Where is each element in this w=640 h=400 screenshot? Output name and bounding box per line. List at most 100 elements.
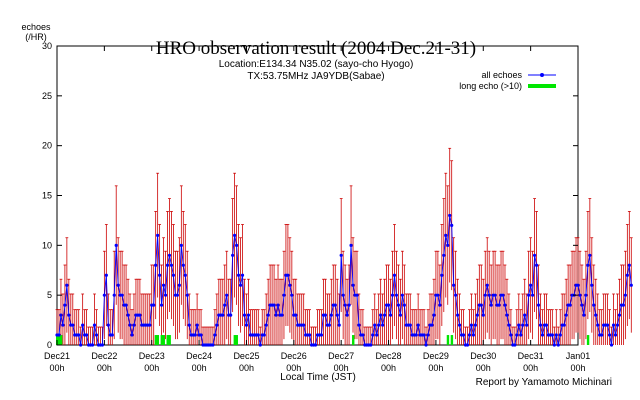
all-echoes-point	[290, 293, 294, 297]
all-echoes-point	[592, 303, 596, 307]
x-tick-label-date: Dec29	[423, 351, 449, 361]
all-echoes-point	[280, 313, 284, 317]
all-echoes-point	[313, 343, 318, 347]
all-echoes-point	[609, 343, 614, 347]
all-echoes-point	[416, 323, 420, 327]
all-echoes-point	[63, 303, 67, 307]
all-echoes-point	[225, 293, 229, 297]
all-echoes-point	[258, 343, 262, 347]
all-echoes-point	[85, 333, 89, 337]
x-tick-label-date: Dec26	[281, 351, 307, 361]
all-echoes-point	[615, 323, 620, 327]
all-echoes-point	[195, 323, 199, 327]
all-echoes-point	[333, 303, 337, 307]
all-echoes-point	[266, 313, 270, 317]
chart-title: HRO observation result (2004 Dec.21-31)	[156, 38, 476, 59]
all-echoes-point	[515, 333, 519, 337]
all-echoes-point	[130, 333, 134, 337]
all-echoes-point	[288, 283, 292, 287]
all-echoes-point	[152, 303, 156, 307]
long-echo-bar	[586, 335, 590, 345]
all-echoes-point	[339, 253, 343, 257]
legend-label-all-echoes: all echoes	[481, 70, 522, 80]
all-echoes-point	[179, 243, 183, 247]
x-tick-label-date: Dec23	[139, 351, 165, 361]
all-echoes-point	[513, 343, 517, 347]
all-echoes-point	[531, 293, 535, 297]
long-echo-bar	[450, 335, 454, 345]
all-echoes-point	[479, 303, 483, 307]
all-echoes-point	[594, 313, 598, 317]
all-echoes-point	[59, 313, 63, 317]
all-echoes-point	[493, 293, 497, 297]
long-echo-bar	[166, 335, 169, 345]
all-echoes-point	[236, 273, 241, 277]
x-tick-label-date: Dec31	[518, 351, 544, 361]
all-echoes-point	[481, 313, 485, 317]
all-echoes-point	[71, 323, 75, 327]
all-echoes-point	[94, 333, 99, 337]
y-tick-label: 30	[42, 41, 52, 51]
error-bar-layer	[55, 147, 633, 345]
all-echoes-point	[386, 303, 391, 307]
all-echoes-point	[381, 323, 385, 327]
all-echoes-point	[625, 273, 629, 277]
all-echoes-point	[65, 283, 69, 287]
long-echo-layer	[56, 335, 590, 345]
all-echoes-point	[221, 313, 225, 317]
all-echoes-point	[335, 313, 339, 317]
y-tick-label: 5	[47, 290, 52, 300]
all-echoes-point	[578, 293, 582, 297]
all-echoes-point	[106, 323, 110, 327]
all-echoes-point	[302, 323, 306, 327]
all-echoes-point	[163, 293, 168, 297]
all-echoes-point	[231, 253, 235, 257]
all-echoes-point	[371, 333, 375, 337]
x-tick-label-date: Dec21	[44, 351, 70, 361]
all-echoes-point	[400, 293, 404, 297]
all-echoes-point	[345, 313, 349, 317]
all-echoes-point	[402, 303, 406, 307]
all-echoes-point	[613, 333, 618, 337]
x-tick-label-date: Jan01	[566, 351, 591, 361]
all-echoes-point	[485, 283, 489, 287]
chart-subtitle-transmitter: TX:53.75MHz JA9YDB(Sabae)	[247, 71, 384, 82]
all-echoes-point	[240, 273, 245, 277]
all-echoes-point	[489, 303, 493, 307]
all-echoes-point	[373, 323, 377, 327]
all-echoes-point	[128, 323, 132, 327]
all-echoes-point	[154, 263, 158, 267]
long-echo-bar	[168, 335, 171, 345]
all-echoes-point	[600, 333, 604, 337]
y-tick-label: 10	[42, 240, 52, 250]
all-echoes-point	[617, 313, 622, 317]
all-echoes-point	[392, 273, 397, 277]
long-echo-bar	[156, 335, 160, 345]
all-echoes-point	[199, 333, 203, 337]
all-echoes-point	[582, 313, 586, 317]
all-echoes-point	[120, 293, 124, 297]
long-echo-bar	[233, 335, 237, 345]
all-echoes-point	[436, 293, 440, 297]
x-tick-label-hour: 00h	[570, 363, 585, 373]
all-echoes-point	[114, 243, 118, 247]
x-tick-label-date: Dec22	[91, 351, 117, 361]
all-echoes-point	[382, 313, 387, 317]
x-tick-label-hour: 00h	[49, 363, 64, 373]
all-echoes-point	[165, 263, 170, 267]
all-echoes-point	[77, 333, 81, 337]
all-echoes-point	[159, 303, 164, 307]
all-echoes-point	[351, 283, 355, 287]
all-echoes-point	[308, 333, 312, 337]
x-tick-label-date: Dec27	[328, 351, 354, 361]
all-echoes-point	[81, 323, 85, 327]
all-echoes-point	[586, 263, 590, 267]
all-echoes-point	[246, 313, 251, 317]
all-echoes-point	[193, 333, 197, 337]
all-echoes-point	[536, 303, 541, 307]
y-axis-label-line-2: (/HR)	[25, 32, 47, 42]
all-echoes-point	[175, 293, 179, 297]
long-echo-bar	[352, 335, 355, 345]
all-echoes-point	[487, 293, 491, 297]
